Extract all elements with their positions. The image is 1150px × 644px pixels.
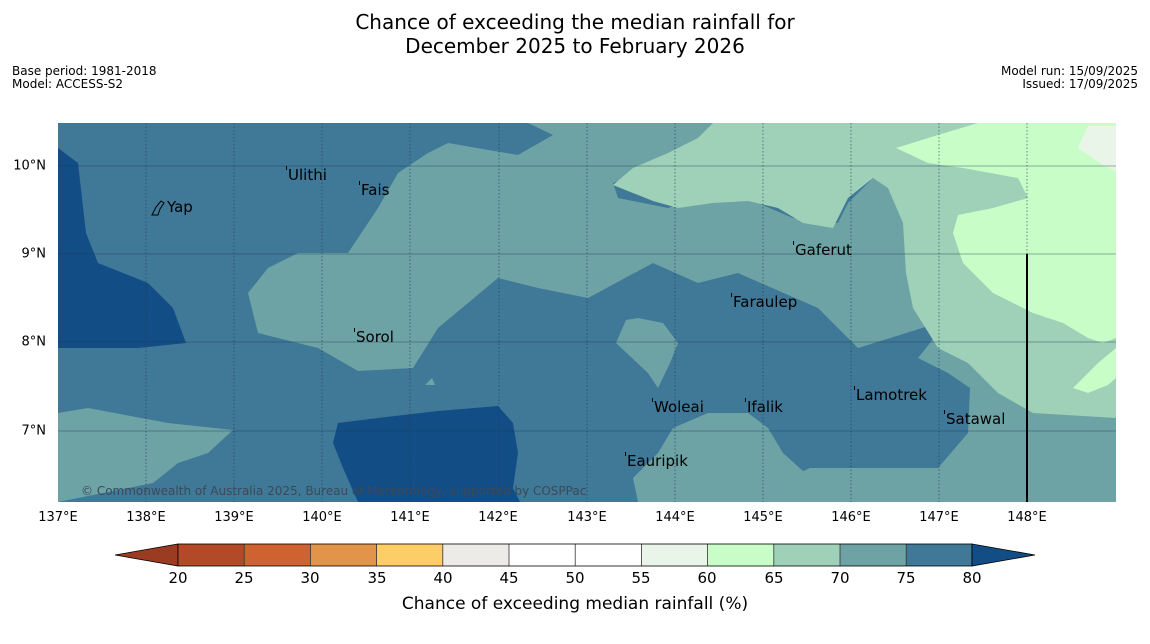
region-80-west	[58, 148, 186, 348]
colorbar-extend-low	[114, 543, 179, 567]
cb-tick-60: 60	[697, 569, 717, 587]
cb-tick-70: 70	[830, 569, 850, 587]
lon-label-141e: 141°E	[390, 510, 430, 525]
model-run: Model run: 15/09/2025	[1000, 64, 1138, 78]
colorbar-label: Chance of exceeding median rainfall (%)	[401, 594, 749, 614]
lon-label-145e: 145°E	[743, 510, 783, 525]
lon-label-143e: 143°E	[567, 510, 607, 525]
lon-label-142e: 142°E	[478, 510, 518, 525]
title-line-1: Chance of exceeding the median rainfall …	[355, 10, 795, 34]
place-gaferut: Gaferut	[793, 241, 852, 259]
lon-label-138e: 138°E	[126, 510, 166, 525]
place-woleai: Woleai	[652, 398, 704, 416]
lat-label-10n: 10°N	[13, 158, 46, 174]
colorbar-dividers	[243, 544, 907, 566]
swatch-50-55	[575, 544, 642, 566]
region-70-75-dot	[425, 378, 435, 385]
title-line-2: December 2025 to February 2026	[405, 34, 745, 58]
lon-label-148e: 148°E	[1007, 510, 1047, 525]
region-70-75-sw	[58, 408, 233, 502]
cb-tick-80: 80	[962, 569, 982, 587]
region-60-65	[896, 123, 1116, 343]
issued-date: Issued: 17/09/2025	[1022, 77, 1138, 91]
region-60-65-se	[1073, 348, 1116, 393]
place-satawal: Satawal	[944, 410, 1006, 428]
region-70-75-central	[248, 123, 953, 371]
place-yap: Yap	[167, 198, 193, 216]
place-lamotrek: Lamotrek	[854, 386, 927, 404]
place-eauripik: Eauripik	[625, 452, 688, 470]
cb-tick-55: 55	[631, 569, 651, 587]
swatch-25-30	[244, 544, 311, 566]
colorbar	[114, 543, 1036, 567]
map-latlines	[58, 165, 1116, 432]
lon-label-146e: 146°E	[831, 510, 871, 525]
lat-label-9n: 9°N	[21, 246, 47, 262]
lon-label-137e: 137°E	[38, 510, 78, 525]
lat-label-7n: 7°N	[21, 423, 47, 439]
chart-title: Chance of exceeding the median rainfall …	[0, 10, 1150, 58]
colorbar-svg	[114, 543, 1036, 567]
swatch-65-70	[773, 544, 840, 566]
lon-label-144e: 144°E	[655, 510, 695, 525]
yap-island-shape	[151, 200, 165, 216]
place-faraulep: Faraulep	[731, 293, 798, 311]
region-65-70	[613, 123, 1116, 418]
cb-tick-35: 35	[367, 569, 387, 587]
colorbar-swatches	[178, 544, 972, 566]
model-name: Model: ACCESS-S2	[12, 77, 124, 91]
lon-label-147e: 147°E	[919, 510, 959, 525]
place-sorol: Sorol	[354, 328, 394, 346]
base-period: Base period: 1981-2018	[12, 64, 157, 78]
place-fais: Fais	[359, 181, 390, 199]
place-ulithi: Ulithi	[286, 166, 327, 184]
cb-tick-20: 20	[168, 569, 188, 587]
swatch-45-50	[509, 544, 576, 566]
swatch-20-25	[178, 544, 245, 566]
meta-left: Base period: 1981-2018 Model: ACCESS-S2	[12, 65, 157, 91]
cb-tick-65: 65	[764, 569, 784, 587]
swatch-55-60	[641, 544, 708, 566]
swatch-35-40	[376, 544, 443, 566]
region-70-75-patch	[616, 318, 678, 388]
cb-tick-40: 40	[433, 569, 453, 587]
colorbar-extend-high	[971, 543, 1036, 567]
cb-tick-75: 75	[896, 569, 916, 587]
region-55-60	[1078, 126, 1116, 171]
region-80-south	[333, 406, 520, 502]
place-ifalik: Ifalik	[745, 398, 783, 416]
meta-right: Model run: 15/09/2025 Issued: 17/09/2025	[1001, 65, 1138, 91]
region-70-75-south	[633, 413, 818, 502]
rainfall-map: © Commonwealth of Australia 2025, Bureau…	[58, 123, 1116, 502]
lon-label-140e: 140°E	[302, 510, 342, 525]
lon-label-139e: 139°E	[214, 510, 254, 525]
cb-tick-50: 50	[565, 569, 585, 587]
cb-tick-30: 30	[300, 569, 320, 587]
map-contours	[58, 123, 1116, 502]
swatch-30-35	[310, 544, 377, 566]
swatch-70-75	[840, 544, 907, 566]
cb-tick-25: 25	[234, 569, 254, 587]
swatch-40-45	[442, 544, 509, 566]
cb-tick-45: 45	[499, 569, 519, 587]
map-grid	[145, 123, 1028, 502]
swatch-60-65	[707, 544, 774, 566]
lat-label-8n: 8°N	[21, 334, 47, 350]
swatch-75-80	[906, 544, 972, 566]
copyright-note: © Commonwealth of Australia 2025, Bureau…	[81, 484, 587, 498]
